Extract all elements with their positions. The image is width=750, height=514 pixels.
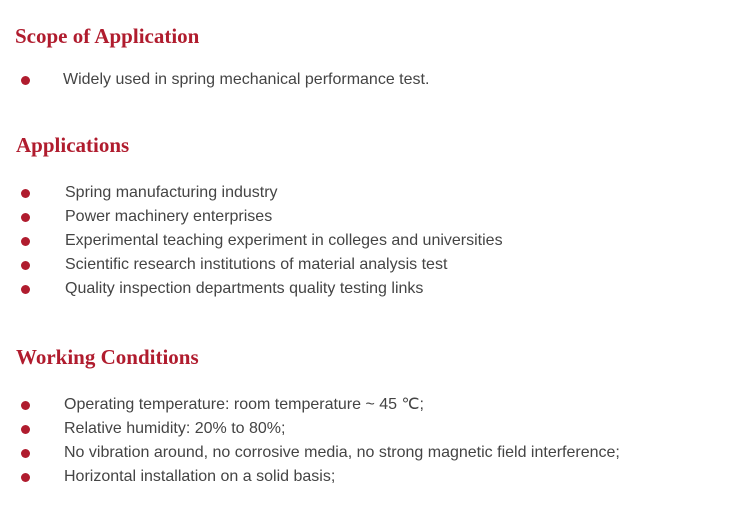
bullet-icon: [21, 449, 30, 458]
bullet-icon: [21, 261, 30, 270]
bullet-icon: [21, 285, 30, 294]
bullet-icon: [21, 76, 30, 85]
section-title-working-conditions: Working Conditions: [16, 345, 199, 369]
bullet-icon: [21, 237, 30, 246]
section-title-scope: Scope of Application: [15, 24, 200, 48]
section-title-applications: Applications: [16, 133, 130, 157]
bullet-icon: [21, 425, 30, 434]
bullet-icon: [21, 473, 30, 482]
bullet-icon: [21, 401, 30, 410]
bullet-icon: [21, 189, 30, 198]
bullet-icon: [21, 213, 30, 222]
